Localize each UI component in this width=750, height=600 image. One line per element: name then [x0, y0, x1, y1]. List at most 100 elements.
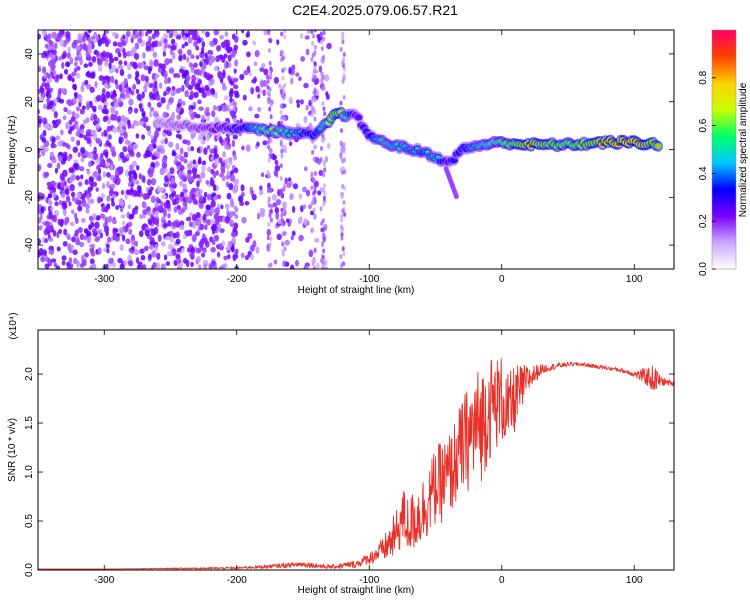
noise-speck	[65, 233, 71, 239]
noise-speck	[84, 190, 88, 195]
colorbar-tick-label: 0.4	[698, 166, 709, 180]
noise-speck	[268, 72, 272, 78]
noise-speck	[282, 95, 286, 101]
noise-speck	[313, 248, 317, 254]
noise-speck	[174, 155, 178, 161]
noise-speck	[88, 61, 93, 67]
noise-speck	[117, 178, 121, 185]
noise-speck	[281, 241, 285, 247]
noise-speck	[227, 75, 231, 81]
noise-speck	[128, 109, 132, 115]
noise-speck	[223, 105, 229, 112]
noise-speck	[46, 88, 51, 94]
noise-speck	[165, 261, 171, 266]
noise-speck	[125, 238, 131, 245]
noise-speck	[48, 258, 52, 265]
noise-speck	[233, 90, 239, 96]
noise-speck	[229, 87, 234, 95]
noise-speck	[254, 49, 260, 58]
noise-speck	[140, 74, 146, 82]
noise-speck	[164, 77, 169, 85]
noise-speck	[51, 157, 57, 164]
noise-speck	[269, 188, 273, 193]
noise-speck	[249, 254, 255, 261]
noise-speck	[192, 101, 197, 107]
noise-speck	[160, 240, 166, 247]
noise-speck	[167, 220, 172, 227]
noise-speck	[125, 88, 130, 95]
noise-speck	[141, 112, 146, 118]
noise-speck	[134, 30, 139, 37]
noise-speck	[341, 208, 345, 214]
noise-speck	[125, 153, 131, 159]
noise-speck	[44, 238, 49, 244]
noise-speck	[71, 77, 75, 83]
colorbar-tick-label: 0.2	[698, 214, 709, 228]
noise-speck	[192, 234, 197, 242]
noise-speck	[176, 205, 181, 211]
noise-speck	[280, 213, 284, 218]
noise-speck	[222, 140, 228, 147]
noise-speck	[152, 143, 157, 149]
noise-speck	[192, 159, 197, 165]
noise-speck	[102, 115, 108, 123]
noise-speck	[199, 223, 205, 231]
noise-speck	[64, 188, 70, 196]
noise-speck	[283, 34, 287, 40]
noise-speck	[325, 93, 330, 101]
noise-speck	[319, 206, 323, 212]
noise-speck	[111, 193, 117, 199]
noise-speck	[75, 239, 81, 246]
noise-speck	[135, 70, 140, 77]
noise-speck	[42, 103, 48, 110]
noise-speck	[161, 157, 168, 164]
noise-speck	[227, 254, 231, 260]
noise-speck	[39, 86, 45, 94]
noise-speck	[284, 177, 288, 184]
noise-speck	[47, 60, 54, 68]
noise-speck	[127, 254, 133, 262]
noise-speck	[142, 116, 149, 123]
noise-speck	[149, 146, 154, 152]
noise-speck	[47, 185, 53, 191]
noise-speck	[178, 55, 183, 62]
noise-speck	[128, 164, 134, 172]
colorbar-ticks: 0.0 0.2 0.4 0.6 0.8	[698, 70, 716, 276]
noise-speck	[181, 100, 186, 107]
noise-speck	[52, 192, 57, 199]
noise-speck	[279, 57, 283, 62]
noise-speck	[157, 205, 163, 212]
noise-speck	[80, 174, 84, 180]
noise-speck	[67, 99, 73, 107]
noise-speck	[228, 219, 234, 226]
noise-speck	[169, 235, 175, 243]
noise-speck	[112, 89, 117, 97]
noise-speck	[70, 191, 76, 198]
noise-speck	[283, 66, 287, 72]
noise-speck	[166, 86, 172, 93]
x-tick-label: 0	[499, 575, 505, 586]
noise-speck	[210, 168, 215, 175]
noise-speck	[216, 44, 222, 52]
noise-speck	[239, 73, 245, 81]
noise-speck	[304, 35, 310, 40]
noise-speck	[226, 174, 230, 180]
y-tick-label: -40	[24, 237, 35, 252]
noise-speck	[118, 200, 124, 207]
noise-speck	[266, 79, 270, 84]
noise-speck	[87, 55, 92, 62]
noise-speck	[183, 193, 189, 198]
noise-speck	[230, 51, 235, 57]
noise-speck	[303, 115, 308, 124]
noise-speck	[261, 63, 266, 69]
noise-speck	[321, 86, 325, 92]
noise-speck	[204, 224, 208, 231]
noise-speck	[105, 162, 110, 167]
noise-speck	[41, 82, 47, 87]
noise-speck	[139, 214, 144, 219]
noise-speck	[163, 38, 168, 43]
noise-speck	[269, 262, 273, 268]
noise-speck	[269, 208, 273, 214]
noise-speck	[43, 73, 48, 79]
noise-speck	[313, 215, 317, 220]
